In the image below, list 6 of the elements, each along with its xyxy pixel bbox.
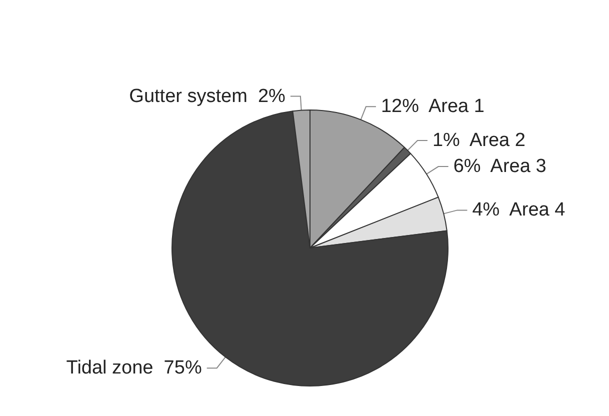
slice-label: Gutter system 2% bbox=[129, 86, 286, 107]
slice-label: Tidal zone 75% bbox=[66, 358, 202, 379]
slice-label: 4% Area 4 bbox=[472, 200, 566, 221]
slice-label: 1% Area 2 bbox=[432, 130, 526, 152]
slice-label: 12% Area 1 bbox=[380, 96, 484, 118]
slice-label: 6% Area 3 bbox=[453, 156, 546, 178]
